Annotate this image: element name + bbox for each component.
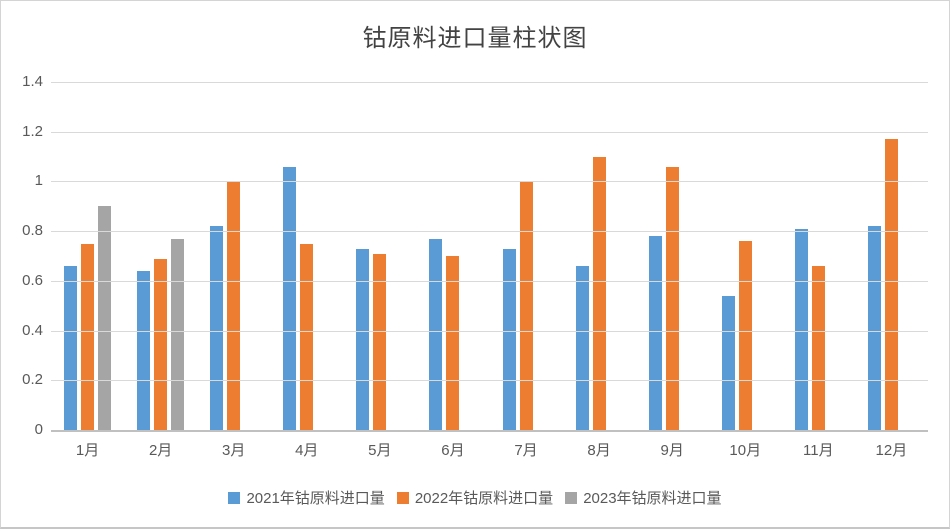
gridline <box>51 131 928 133</box>
y-tick-label: 0.2 <box>22 371 43 389</box>
y-axis: 0 0.2 0.4 0.6 0.8 1 1.2 1.4 <box>1 74 43 438</box>
x-tick-label-9月: 9月 <box>660 442 684 459</box>
gridline <box>51 231 928 233</box>
bar-group-9月 <box>636 82 709 430</box>
gridline <box>51 380 928 382</box>
legend-swatch-icon <box>228 491 241 504</box>
y-tick-label: 0.4 <box>22 321 43 339</box>
y-tick-label: 0.6 <box>22 271 43 289</box>
bar-2023年钴原料进口量-1月 <box>98 206 112 430</box>
x-tick-label-5月: 5月 <box>368 442 392 459</box>
bar-2022年钴原料进口量-1月 <box>81 243 95 430</box>
bar-group-3月 <box>197 82 270 430</box>
x-tick-label-4月: 4月 <box>295 442 319 459</box>
legend-label: 2022年钴原料进口量 <box>414 490 554 507</box>
bar-group-8月 <box>563 82 636 430</box>
bar-2021年钴原料进口量-6月 <box>429 238 443 430</box>
legend-swatch-icon <box>396 491 409 504</box>
legend-swatch-icon <box>565 491 578 504</box>
legend-item-2021年钴原料进口量: 2021年钴原料进口量 <box>228 487 385 508</box>
bar-group-1月 <box>51 82 124 430</box>
legend-label: 2023年钴原料进口量 <box>583 490 722 507</box>
gridline <box>51 181 928 183</box>
bar-2021年钴原料进口量-4月 <box>283 166 297 430</box>
bar-2022年钴原料进口量-12月 <box>884 139 898 430</box>
x-tick-label-12月: 12月 <box>875 442 908 459</box>
chart-title: 钴原料进口量柱状图 <box>362 26 588 52</box>
bar-2022年钴原料进口量-2月 <box>154 258 168 430</box>
bar-2023年钴原料进口量-2月 <box>171 238 185 430</box>
legend: 2021年钴原料进口量 2022年钴原料进口量 2023年钴原料进口量 <box>1 487 949 508</box>
bar-group-11月 <box>782 82 855 430</box>
gridline <box>51 330 928 332</box>
bar-2021年钴原料进口量-5月 <box>356 248 370 430</box>
y-tick-label: 1.4 <box>22 73 43 90</box>
bar-group-6月 <box>416 82 489 430</box>
x-tick-label-7月: 7月 <box>514 442 538 459</box>
bar-2022年钴原料进口量-7月 <box>519 181 533 430</box>
bars-row <box>51 82 928 430</box>
bar-2022年钴原料进口量-5月 <box>373 253 387 430</box>
bar-2022年钴原料进口量-10月 <box>738 241 752 430</box>
gridline <box>51 280 928 282</box>
y-tick-label: 0.8 <box>22 222 43 240</box>
bar-group-2月 <box>124 82 197 430</box>
legend-item-2023年钴原料进口量: 2023年钴原料进口量 <box>565 487 722 508</box>
x-tick-label-11月: 11月 <box>803 442 834 459</box>
y-tick-label: 0 <box>34 421 43 438</box>
bar-group-12月 <box>855 82 928 430</box>
x-axis: 1月 2月 3月 4月 5月 6月 7月 8月 9月 10月 11月 12月 <box>51 439 928 460</box>
legend-item-2022年钴原料进口量: 2022年钴原料进口量 <box>396 487 554 508</box>
x-tick-label-3月: 3月 <box>222 442 246 459</box>
bar-group-10月 <box>709 82 782 430</box>
bar-2022年钴原料进口量-3月 <box>227 181 241 430</box>
plot-area <box>51 82 928 432</box>
gridline <box>51 82 928 83</box>
bar-group-7月 <box>489 82 562 430</box>
legend-label: 2021年钴原料进口量 <box>246 490 385 507</box>
bar-2021年钴原料进口量-12月 <box>867 226 881 430</box>
x-tick-label-8月: 8月 <box>587 442 611 459</box>
bar-2022年钴原料进口量-4月 <box>300 243 314 430</box>
bar-2021年钴原料进口量-8月 <box>575 265 589 430</box>
bar-group-4月 <box>270 82 343 430</box>
bar-2021年钴原料进口量-10月 <box>721 295 735 430</box>
bar-group-5月 <box>343 82 416 430</box>
bar-2021年钴原料进口量-1月 <box>64 265 78 430</box>
bar-2021年钴原料进口量-9月 <box>648 236 662 430</box>
bar-2022年钴原料进口量-9月 <box>665 166 679 430</box>
x-tick-label-1月: 1月 <box>75 442 100 459</box>
bar-2022年钴原料进口量-11月 <box>811 265 825 430</box>
bar-2022年钴原料进口量-6月 <box>446 256 460 430</box>
bar-2021年钴原料进口量-11月 <box>794 228 808 430</box>
x-tick-label-6月: 6月 <box>441 442 465 459</box>
bar-2022年钴原料进口量-8月 <box>592 156 606 430</box>
x-tick-label-10月: 10月 <box>729 442 762 459</box>
bar-2021年钴原料进口量-2月 <box>137 270 151 430</box>
x-tick-label-2月: 2月 <box>148 442 173 459</box>
bar-2021年钴原料进口量-7月 <box>502 248 516 430</box>
y-tick-label: 1.2 <box>22 122 43 140</box>
bar-2021年钴原料进口量-3月 <box>210 226 224 430</box>
y-tick-label: 1 <box>34 172 43 190</box>
